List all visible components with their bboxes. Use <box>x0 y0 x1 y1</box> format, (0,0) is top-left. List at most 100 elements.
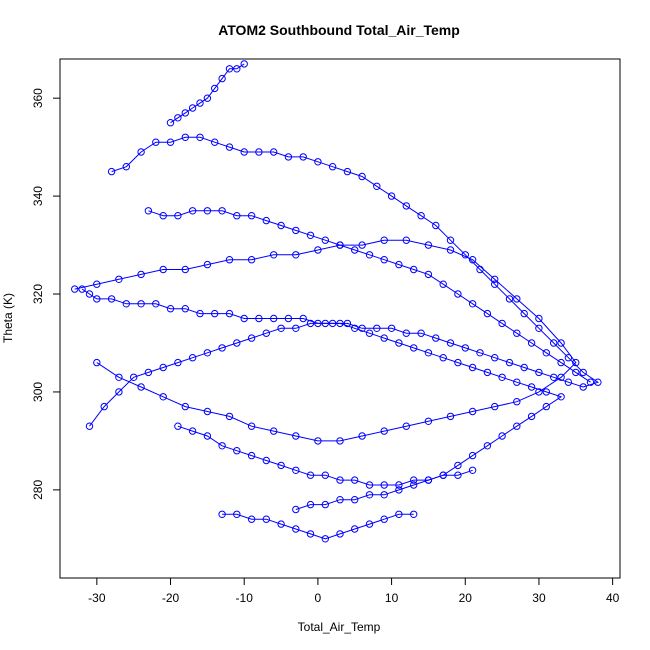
x-tick-label: 40 <box>606 591 620 605</box>
data-point <box>218 344 226 352</box>
data-point <box>203 432 212 440</box>
x-axis: -30 -20 -10 0 10 20 30 40 <box>88 577 620 605</box>
data-point <box>410 481 418 489</box>
series-7 <box>166 60 248 127</box>
data-point <box>505 295 514 303</box>
data-point <box>240 314 248 323</box>
data-point <box>247 515 256 523</box>
data-point <box>446 412 455 421</box>
data-point <box>306 471 315 479</box>
data-point <box>513 295 521 303</box>
data-point <box>71 285 79 293</box>
data-point <box>446 339 455 347</box>
data-point <box>483 442 492 450</box>
data-point <box>491 275 499 283</box>
data-point <box>277 221 285 230</box>
data-point <box>225 412 234 421</box>
data-point <box>550 339 558 347</box>
data-point <box>218 74 226 83</box>
data-point <box>107 295 116 303</box>
data-point <box>542 388 550 396</box>
data-point <box>410 265 418 274</box>
data-point <box>564 378 573 386</box>
series-6 <box>218 510 418 543</box>
data-point <box>166 119 175 127</box>
data-point <box>410 344 418 352</box>
data-point <box>137 270 145 279</box>
data-point <box>498 373 506 381</box>
data-point <box>498 319 506 328</box>
data-point <box>343 167 352 176</box>
series-line <box>81 136 600 388</box>
data-point <box>557 339 565 347</box>
data-point <box>203 207 212 215</box>
data-point <box>491 402 499 411</box>
data-point <box>137 300 145 308</box>
data-point <box>314 437 322 445</box>
data-point <box>454 461 462 470</box>
data-point <box>115 388 123 396</box>
data-point <box>292 251 300 259</box>
data-point <box>159 212 167 220</box>
data-point <box>373 324 381 332</box>
data-point <box>211 138 219 146</box>
data-point <box>321 471 329 479</box>
data-point <box>351 525 359 533</box>
data-point <box>159 393 167 401</box>
data-point <box>417 329 425 337</box>
data-point <box>181 305 190 313</box>
data-point <box>365 329 374 337</box>
data-point <box>572 358 580 367</box>
data-point <box>491 280 499 288</box>
series-line <box>89 322 563 510</box>
data-point <box>432 334 440 342</box>
data-point <box>174 212 182 220</box>
data-point <box>579 368 587 377</box>
data-point <box>152 138 160 146</box>
data-point <box>181 402 190 411</box>
data-point <box>93 280 101 288</box>
data-point <box>461 344 469 352</box>
x-tick-label: -10 <box>236 591 254 605</box>
data-point <box>424 417 433 425</box>
data-point <box>358 241 366 249</box>
data-point <box>93 358 101 367</box>
data-point <box>233 510 241 518</box>
data-point <box>410 510 418 518</box>
data-point <box>115 373 123 381</box>
data-point <box>424 349 433 357</box>
y-tick-label: 280 <box>31 480 45 500</box>
data-point <box>380 491 388 499</box>
series-line <box>170 63 245 124</box>
data-point <box>196 99 204 107</box>
data-point <box>520 309 528 318</box>
data-point <box>122 300 131 308</box>
y-axis-title: Theta (K) <box>1 293 15 343</box>
data-point <box>513 398 521 406</box>
data-point <box>166 138 175 146</box>
data-point <box>277 520 285 528</box>
data-point <box>380 334 388 342</box>
data-point <box>579 383 587 391</box>
data-point <box>240 60 248 68</box>
data-point <box>188 427 197 435</box>
data-point <box>454 471 462 479</box>
data-point <box>491 354 499 362</box>
data-point <box>365 481 374 489</box>
data-point <box>203 407 212 416</box>
series-4 <box>144 207 595 386</box>
series-line <box>222 513 414 540</box>
data-point <box>395 481 403 489</box>
series-2 <box>71 236 580 445</box>
data-point <box>188 354 197 362</box>
data-point <box>321 319 329 328</box>
data-point <box>542 402 550 411</box>
data-point <box>277 324 285 332</box>
data-point <box>233 65 241 73</box>
data-point <box>233 447 241 455</box>
data-point <box>174 114 182 122</box>
data-point <box>93 295 101 303</box>
x-tick-label: 10 <box>385 591 399 605</box>
data-point <box>402 422 410 430</box>
data-point <box>513 329 521 337</box>
